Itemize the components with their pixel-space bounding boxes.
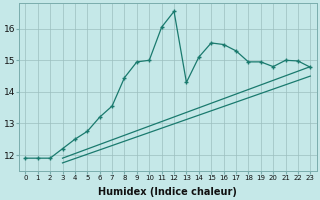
X-axis label: Humidex (Indice chaleur): Humidex (Indice chaleur) <box>98 187 237 197</box>
